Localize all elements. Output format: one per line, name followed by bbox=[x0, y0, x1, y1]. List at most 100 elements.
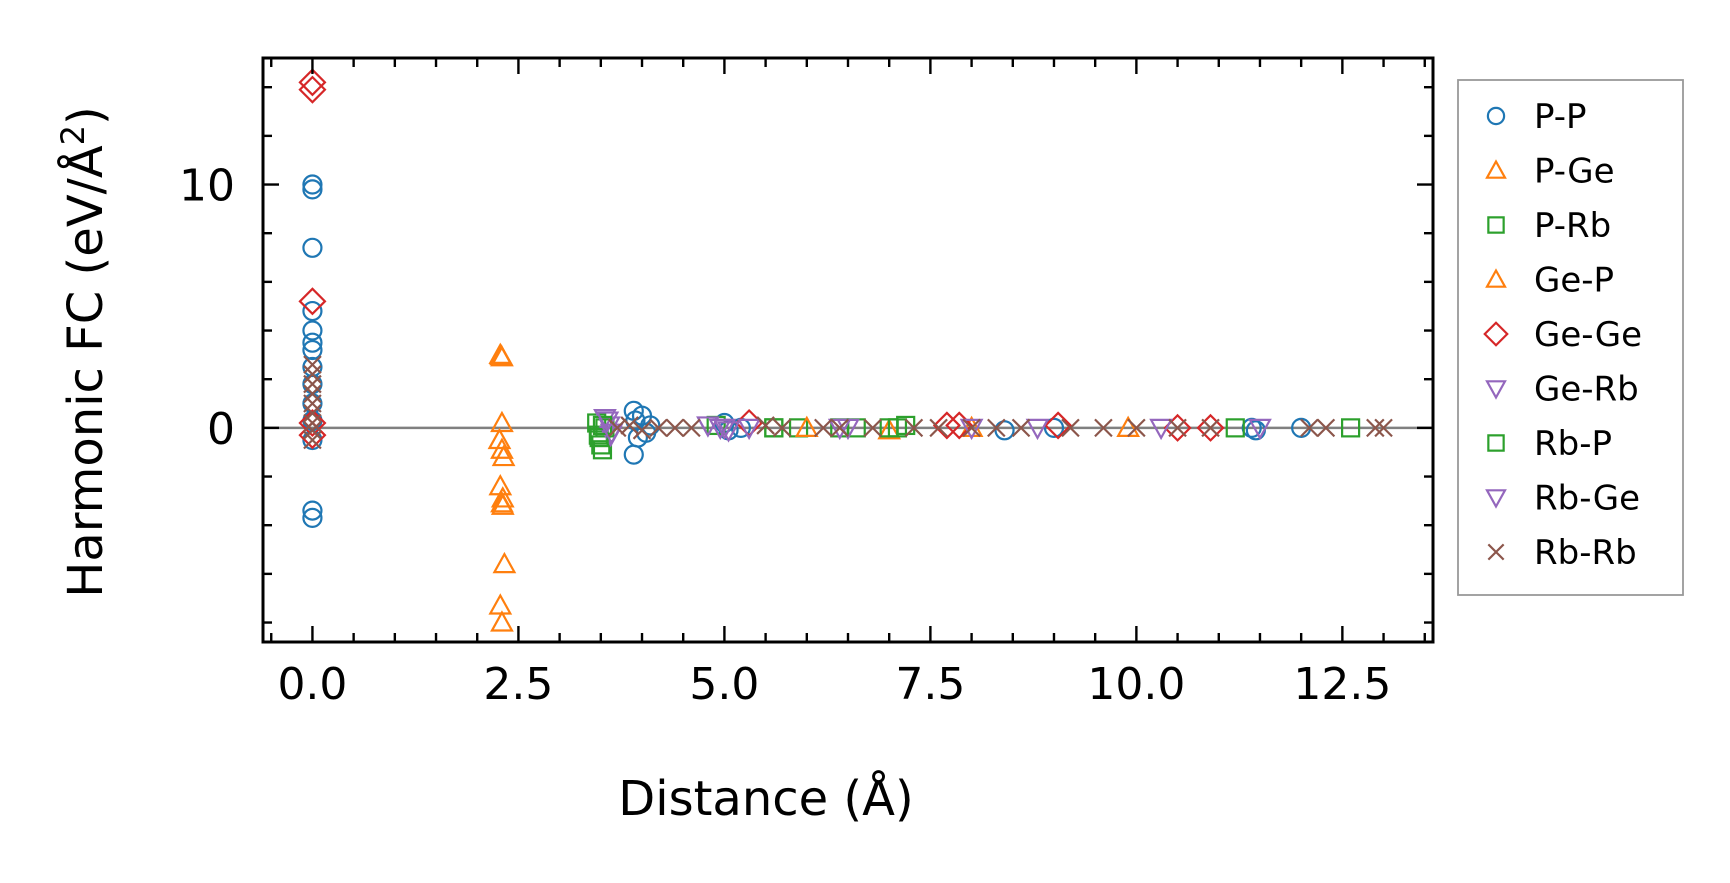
legend-marker bbox=[1485, 489, 1507, 509]
data-point bbox=[303, 374, 322, 394]
data-point bbox=[994, 420, 1015, 441]
data-point bbox=[794, 415, 819, 437]
data-point bbox=[1061, 418, 1080, 438]
data-point bbox=[491, 444, 516, 467]
legend-marker bbox=[1487, 543, 1505, 561]
data-point bbox=[488, 593, 513, 615]
data-point bbox=[303, 394, 322, 413]
data-point bbox=[929, 418, 948, 438]
x-tick-label: 0.0 bbox=[277, 659, 347, 710]
plot-area bbox=[263, 68, 1433, 632]
data-point bbox=[1316, 418, 1336, 438]
legend-box bbox=[1457, 79, 1684, 596]
legend-label: Rb-P bbox=[1534, 424, 1612, 464]
data-point bbox=[303, 403, 322, 423]
data-point bbox=[877, 418, 902, 440]
legend-marker bbox=[1485, 268, 1507, 288]
legend-label: Ge-P bbox=[1534, 261, 1614, 301]
data-point bbox=[490, 486, 515, 508]
data-point bbox=[716, 421, 741, 443]
data-point bbox=[1300, 418, 1319, 438]
data-point bbox=[904, 418, 924, 438]
data-point bbox=[302, 179, 323, 200]
data-point bbox=[1168, 418, 1187, 438]
data-point bbox=[302, 237, 323, 258]
data-point bbox=[737, 418, 761, 441]
legend-label: Rb-Rb bbox=[1534, 533, 1637, 573]
legend-item: P-P bbox=[1486, 97, 1587, 137]
data-point bbox=[772, 418, 792, 438]
legend-marker bbox=[1487, 216, 1505, 234]
data-point bbox=[1011, 418, 1031, 438]
data-point bbox=[1149, 418, 1173, 441]
data-point bbox=[649, 418, 668, 438]
data-point bbox=[303, 355, 322, 374]
data-point bbox=[814, 418, 833, 438]
data-point bbox=[487, 427, 512, 450]
data-point bbox=[830, 418, 850, 438]
data-point bbox=[887, 418, 908, 438]
data-point bbox=[303, 384, 322, 404]
legend-label: Rb-Ge bbox=[1534, 479, 1640, 519]
legend-marker bbox=[1486, 106, 1506, 126]
y-axis-label: Harmonic FC (eV/Å2) bbox=[54, 106, 114, 598]
data-point bbox=[592, 440, 613, 460]
legend-item: Ge-Rb bbox=[1485, 370, 1639, 410]
data-point bbox=[682, 418, 701, 438]
data-point bbox=[987, 418, 1006, 438]
data-point bbox=[863, 418, 882, 438]
plot-frame bbox=[261, 56, 1435, 644]
legend-label: Ge-Rb bbox=[1534, 370, 1639, 410]
y-tick-label: 0 bbox=[207, 404, 235, 455]
series-Ge-Ge bbox=[298, 68, 1225, 450]
legend-label: Ge-Ge bbox=[1534, 315, 1642, 355]
data-point bbox=[302, 507, 323, 529]
data-point bbox=[298, 408, 327, 438]
data-point bbox=[490, 410, 514, 433]
data-point bbox=[1025, 418, 1050, 441]
y-tick-label: 10 bbox=[179, 161, 235, 212]
data-point bbox=[302, 332, 323, 353]
legend-item: Rb-P bbox=[1487, 424, 1612, 464]
data-point bbox=[490, 437, 514, 459]
data-point bbox=[665, 418, 685, 438]
axes: 0.0 2.5 5.0 7.5 10.0 12.5 0 10 bbox=[179, 56, 1435, 710]
x-axis-label: Distance (Å) bbox=[618, 770, 913, 827]
data-point bbox=[1341, 418, 1361, 438]
legend-item: Ge-Ge bbox=[1483, 315, 1642, 355]
series-P-P bbox=[302, 174, 1312, 529]
legend-label: P-P bbox=[1534, 97, 1587, 137]
legend-item: P-Ge bbox=[1485, 152, 1615, 192]
legend-item: P-Rb bbox=[1487, 206, 1611, 246]
x-tick-label: 5.0 bbox=[689, 659, 759, 710]
data-point bbox=[632, 421, 652, 440]
data-point bbox=[303, 413, 322, 433]
data-point bbox=[303, 365, 322, 384]
data-point bbox=[1196, 413, 1225, 442]
data-point bbox=[1127, 418, 1146, 438]
data-point bbox=[298, 68, 327, 97]
data-point bbox=[489, 343, 513, 366]
legend-marker bbox=[1483, 321, 1509, 347]
x-tick-label: 2.5 bbox=[483, 659, 553, 710]
legend-label: P-Rb bbox=[1534, 206, 1611, 246]
data-point bbox=[1043, 417, 1065, 438]
data-point bbox=[1374, 418, 1393, 438]
data-point bbox=[302, 174, 323, 195]
data-point bbox=[1201, 418, 1220, 438]
data-point bbox=[756, 416, 775, 435]
data-point bbox=[490, 493, 515, 515]
legend: P-P P-Ge P-Rb Ge-P Ge-Ge Ge-Rb Rb-P Rb-Ge Rb-Rb bbox=[1457, 79, 1684, 596]
legend-marker bbox=[1487, 434, 1505, 452]
data-point bbox=[303, 430, 322, 450]
data-point bbox=[623, 444, 644, 465]
data-point bbox=[712, 418, 737, 441]
data-point bbox=[492, 551, 517, 574]
x-tick-label: 7.5 bbox=[895, 659, 965, 710]
legend-marker bbox=[1485, 380, 1507, 400]
data-point bbox=[302, 300, 323, 322]
data-point bbox=[932, 411, 961, 440]
data-point bbox=[303, 421, 322, 440]
x-tick-label: 12.5 bbox=[1293, 659, 1391, 710]
